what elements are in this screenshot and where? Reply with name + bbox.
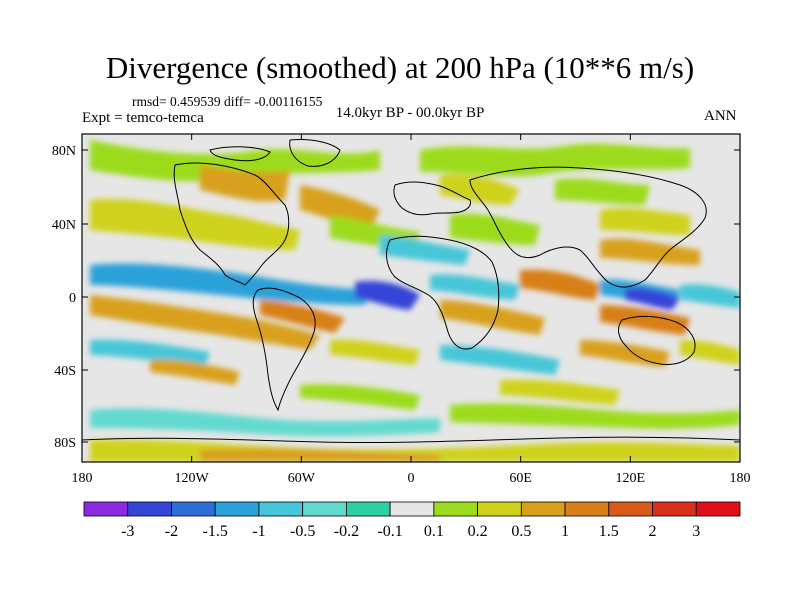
colorbar-label: 1 (561, 523, 569, 540)
colorbar: -3 -2 -1.5 -1 -0.5 -0.2 -0.1 0.1 0.2 0.5 1 1.5 2 3 (83, 501, 741, 540)
colorbar-swatch (214, 501, 260, 517)
season-label: ANN (704, 108, 737, 124)
rmsd-diff-stats: rmsd= 0.459539 diff= -0.00116155 (132, 94, 323, 109)
colorbar-label: -0.1 (377, 523, 402, 540)
lat-tick-label: 80S (54, 436, 76, 451)
colorbar-swatch (564, 501, 610, 517)
colorbar-swatch (520, 501, 566, 517)
colorbar-label: 3 (692, 523, 700, 540)
colorbar-swatch (83, 501, 129, 517)
experiment-label: Expt = temco-temca (82, 110, 204, 126)
colorbar-label: 1.5 (599, 523, 619, 540)
colorbar-label: -1.5 (203, 523, 228, 540)
colorbar-label: -2 (165, 523, 178, 540)
lat-tick-label: 40N (52, 218, 76, 233)
lon-tick-label: 60E (509, 471, 532, 486)
colorbar-swatch (433, 501, 479, 517)
latitude-axis: 80N 40N 0 40S 80S (52, 144, 740, 451)
lat-tick-label: 0 (69, 291, 76, 306)
time-period-label: 14.0kyr BP - 00.0kyr BP (335, 105, 485, 121)
map-title: Divergence (smoothed) at 200 hPa (10**6 … (105, 50, 695, 85)
lon-tick-label: 180 (730, 471, 751, 486)
colorbar-swatch (477, 501, 522, 517)
lat-tick-label: 80N (52, 144, 76, 159)
colorbar-swatch (302, 501, 347, 517)
colorbar-label: -0.2 (334, 523, 359, 540)
colorbar-label: 2 (649, 523, 657, 540)
colorbar-swatch (389, 501, 435, 517)
coastlines (82, 139, 740, 444)
lon-tick-label: 0 (408, 471, 415, 486)
colorbar-label: 0.5 (511, 523, 531, 540)
colorbar-swatch (127, 501, 172, 517)
colorbar-label: 0.2 (468, 523, 488, 540)
lat-tick-label: 40S (54, 364, 76, 379)
colorbar-swatch (652, 501, 697, 517)
lon-tick-label: 120E (616, 471, 646, 486)
colorbar-swatch (171, 501, 216, 517)
colorbar-swatch (695, 501, 741, 517)
colorbar-swatch (258, 501, 304, 517)
colorbar-label: -1 (252, 523, 265, 540)
colorbar-swatch (608, 501, 653, 517)
colorbar-label: -3 (121, 523, 134, 540)
lon-tick-label: 120W (175, 471, 210, 486)
colorbar-label: -0.5 (290, 523, 315, 540)
divergence-field (82, 134, 740, 462)
longitude-axis: 180 120W 60W 0 60E 120E 180 (72, 134, 751, 486)
lon-tick-label: 60W (288, 471, 316, 486)
lon-tick-label: 180 (72, 471, 93, 486)
colorbar-label: 0.1 (424, 523, 444, 540)
colorbar-swatch (345, 501, 391, 517)
